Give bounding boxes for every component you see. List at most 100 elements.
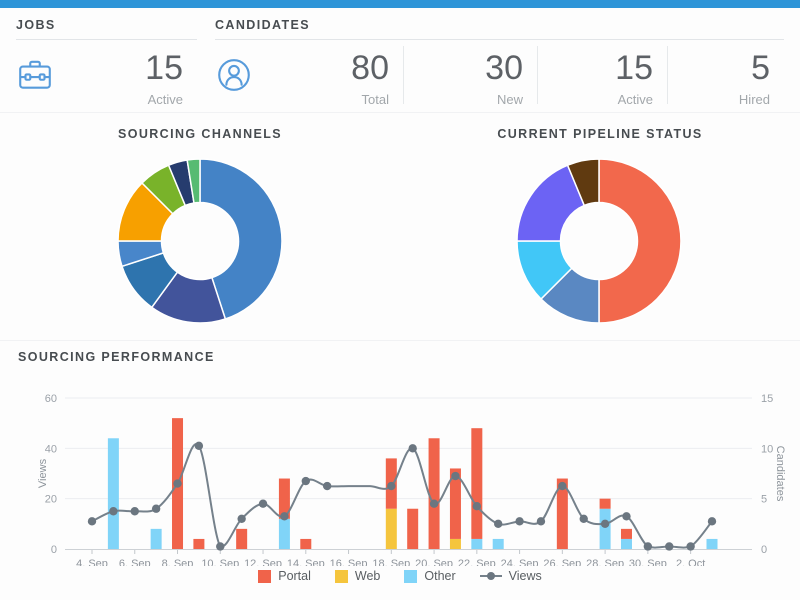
donuts-row: SOURCING CHANNELS CURRENT PIPELINE STATU… [0, 112, 800, 341]
views-point [258, 499, 268, 508]
bar-portal [428, 438, 440, 549]
views-point [707, 517, 717, 526]
views-point [173, 479, 182, 488]
legend-item-views[interactable]: Views [479, 569, 542, 583]
person-icon [215, 46, 267, 104]
bar-web [385, 508, 397, 549]
x-axis-tick-label: 14. Sep [287, 558, 325, 566]
legend-label: Web [354, 569, 381, 583]
jobs-section-title: JOBS [16, 18, 197, 40]
candidates-active-stat: 15 Active [537, 46, 667, 107]
stat-value: 15 [615, 49, 653, 87]
views-point [237, 514, 246, 523]
bar-other [150, 528, 162, 549]
bar-other [620, 538, 632, 549]
views-point [387, 481, 396, 491]
views-point [87, 517, 97, 526]
left-axis-tick-label: 20 [45, 494, 57, 506]
candidates-total-stat: 80 Total [267, 46, 403, 107]
x-axis-tick-label: 12. Sep [244, 558, 282, 566]
views-point [622, 512, 631, 521]
legend-item-web[interactable]: Web [334, 569, 381, 583]
views-point [194, 441, 204, 451]
legend-label: Portal [278, 569, 311, 583]
stat-label: Active [617, 92, 653, 107]
right-axis-tick-label: 10 [761, 443, 773, 455]
jobs-section: JOBS 15 Active [16, 18, 197, 107]
sourcing-channels-donut-chart [117, 158, 283, 324]
jobs-active-stat: 15 Active [68, 46, 197, 107]
views-point [536, 517, 546, 526]
stat-value: 30 [485, 49, 523, 87]
x-axis-tick-label: 4. Sep [76, 558, 108, 566]
bar-other [492, 538, 504, 549]
sourcing-channels-panel: SOURCING CHANNELS [0, 113, 400, 341]
legend-swatch [404, 569, 418, 583]
pipeline-status-title: CURRENT PIPELINE STATUS [497, 127, 703, 141]
legend-label: Other [424, 569, 456, 583]
legend-label: Views [508, 569, 542, 583]
views-point [301, 476, 310, 486]
x-axis-tick-label: 28. Sep [586, 558, 624, 566]
bar-portal [556, 478, 568, 549]
briefcase-icon [16, 46, 68, 104]
sourcing-channels-title: SOURCING CHANNELS [117, 127, 283, 141]
legend-swatch [334, 569, 348, 583]
bar-portal [599, 498, 611, 509]
candidates-hired-stat: 5 Hired [667, 46, 784, 107]
right-axis-tick-label: 5 [761, 494, 767, 506]
candidates-new-stat: 30 New [403, 46, 537, 107]
x-axis-tick-label: 18. Sep [372, 558, 410, 566]
views-point [686, 542, 695, 551]
stat-label: Hired [738, 92, 770, 107]
views-point [151, 504, 161, 513]
stat-value: 15 [145, 49, 183, 87]
donut-slice [566, 158, 600, 207]
views-point [130, 507, 139, 516]
bar-other [278, 518, 290, 549]
pipeline-status-panel: CURRENT PIPELINE STATUS [400, 113, 800, 341]
views-point [429, 499, 439, 508]
top-accent-bar [0, 0, 800, 8]
left-axis-tick-label: 60 [45, 393, 57, 405]
x-axis-tick-label: 10. Sep [201, 558, 239, 566]
views-point [494, 519, 503, 529]
right-axis-tick-label: 0 [761, 544, 767, 556]
x-axis-tick-label: 2. Oct [676, 558, 705, 566]
views-point [579, 514, 588, 523]
views-point [322, 481, 332, 491]
x-axis-tick-label: 30. Sep [629, 558, 667, 566]
legend-item-portal[interactable]: Portal [258, 569, 311, 583]
stat-value: 5 [751, 49, 770, 87]
legend-swatch [258, 569, 272, 583]
sourcing-performance-chart: 0 20 40 60 0 5 10 15 Views Candidates 4. Sep 6. Sep… [37, 393, 786, 566]
views-point [665, 542, 674, 551]
x-axis-tick-label: 16. Sep [330, 558, 368, 566]
sourcing-performance-section: SOURCING PERFORMANCE 0 20 40 60 0 5 10 15 Views C… [0, 340, 800, 600]
bar-other [706, 538, 718, 549]
x-axis-tick-label: 6. Sep [119, 558, 151, 566]
bar-other [471, 538, 483, 549]
stat-value: 80 [351, 49, 389, 87]
x-axis-tick-label: 8. Sep [162, 558, 194, 566]
views-point [451, 471, 460, 481]
bar-portal [193, 538, 205, 549]
donut-slice [598, 158, 682, 324]
views-point [600, 519, 610, 529]
bar-other [599, 508, 611, 549]
bar-portal [236, 528, 248, 549]
candidates-section-title: CANDIDATES [215, 18, 784, 40]
bar-portal [471, 428, 483, 539]
legend-item-other[interactable]: Other [404, 569, 456, 583]
views-point [280, 512, 289, 521]
x-axis-tick-label: 26. Sep [543, 558, 581, 566]
right-axis-tick-label: 15 [761, 393, 773, 405]
views-point [408, 444, 417, 453]
left-axis-title: Views [37, 458, 49, 488]
chart-legend: Portal Web Other Views [0, 569, 800, 583]
stat-label: New [496, 92, 523, 107]
views-line [91, 442, 713, 549]
left-axis-tick-label: 40 [45, 443, 57, 455]
stat-label: Total [361, 92, 389, 107]
